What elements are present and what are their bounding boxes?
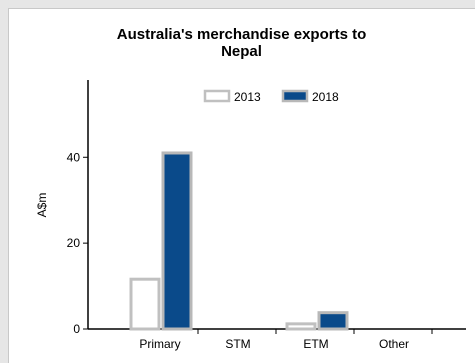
bar-2018-primary [161,151,193,331]
x-tick-label-primary: Primary [139,337,180,351]
y-tick-label-0: 0 [73,322,80,336]
x-tick-label-etm: ETM [303,337,328,351]
chart-title-line-2: Nepal [221,43,262,60]
legend-swatch-2013 [203,89,231,103]
x-tick-label-stm: STM [225,337,250,351]
bar-2013-etm [285,322,317,331]
chart-title-line-1: Australia's merchandise exports to [116,26,367,43]
y-tick-label-20: 20 [67,236,81,250]
y-tick-label-40: 40 [67,150,81,164]
bar-2018-etm [317,311,349,331]
legend-label-2018: 2018 [312,90,339,104]
y-axis-label: A$m [35,193,49,218]
chart-marks: 0 20 40 Primary STM ETM Other [67,150,433,351]
x-tick-label-other: Other [379,337,409,351]
legend-swatch-2018 [281,89,309,103]
bar-2013-primary [129,277,161,331]
chart-legend: 2013 2018 [203,89,339,104]
legend-label-2013: 2013 [234,90,261,104]
chart-title: Australia's merchandise exports to Nepal [8,26,475,60]
chart-frame [8,8,475,363]
